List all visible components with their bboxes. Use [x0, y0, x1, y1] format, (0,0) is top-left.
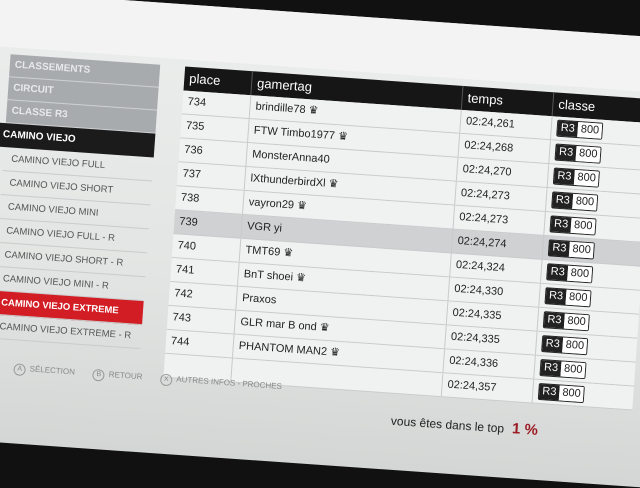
pi-value: 800 [577, 122, 603, 139]
class-badge: R3 800 [547, 239, 596, 260]
gamertag: vayron29 [248, 196, 295, 212]
pi-value: 800 [570, 217, 596, 235]
leaderboard-nav: CLASSEMENTS CIRCUIT CLASSE R3 CAMINO VIEJO C… [0, 54, 161, 350]
class-letter: R3 [540, 360, 562, 377]
class-badge: R3 800 [552, 167, 601, 188]
leaderboard-table: place gamertag temps classe 734 brindill… [163, 66, 640, 411]
hint-label: RETOUR [108, 369, 143, 382]
class-letter: R3 [542, 336, 564, 353]
gamertag: FTW Timbo1977 [253, 124, 336, 143]
place-cell: 738 [175, 186, 245, 214]
hint-b[interactable]: B RETOUR [92, 368, 143, 384]
class-badge: R3 800 [537, 382, 586, 404]
pi-value: 800 [575, 145, 601, 163]
gamertag: MonsterAnna40 [251, 148, 331, 166]
class-badge: R3 800 [554, 143, 603, 164]
place-cell: 736 [178, 138, 248, 167]
class-badge: R3 800 [546, 263, 594, 284]
crown-icon: ♛ [295, 271, 307, 285]
pi-value: 800 [572, 193, 598, 211]
crown-icon: ♛ [308, 104, 319, 117]
crown-icon: ♛ [328, 177, 339, 191]
class-letter: R3 [557, 120, 579, 138]
controller-button-icon: X [159, 373, 173, 387]
gamertag: BnT shoei [243, 268, 294, 284]
place-cell: 737 [176, 162, 247, 190]
place-cell: 735 [180, 114, 250, 143]
class-badge: R3 800 [539, 359, 587, 380]
pi-value: 800 [567, 265, 593, 283]
class-letter: R3 [555, 144, 577, 161]
gamertag: Praxos [241, 292, 277, 307]
pi-value: 800 [563, 313, 590, 331]
place-cell: 734 [181, 90, 252, 119]
controller-button-icon: B [92, 368, 106, 382]
crown-icon: ♛ [296, 199, 308, 213]
pi-value: 800 [558, 385, 585, 403]
class-letter: R3 [548, 240, 570, 257]
gamertag: lXthunderbirdXl [250, 172, 326, 190]
class-letter: R3 [553, 168, 575, 185]
class-badge: R3 800 [542, 311, 591, 332]
top-percent: vous êtes dans le top 1 % [390, 412, 538, 439]
time-cell: 02:24,357 [441, 373, 535, 403]
class-letter: R3 [538, 384, 560, 401]
place-cell: 744 [165, 329, 235, 358]
class-letter: R3 [550, 216, 572, 233]
class-badge: R3 800 [544, 287, 592, 308]
pi-value: 800 [562, 337, 588, 355]
crown-icon: ♛ [319, 321, 331, 335]
class-letter: R3 [552, 192, 574, 209]
place-cell: 741 [170, 258, 240, 286]
place-cell: 743 [166, 305, 237, 334]
place-cell: 740 [171, 234, 242, 262]
pi-value: 800 [568, 241, 595, 259]
crown-icon: ♛ [329, 346, 341, 359]
class-letter: R3 [547, 264, 569, 281]
class-badge: R3 800 [541, 335, 589, 356]
pi-value: 800 [573, 169, 600, 187]
hint-label: SÉLECTION [29, 364, 76, 377]
gamertag: PHANTOM MAN2 [238, 339, 328, 359]
gamertag: TMT69 [245, 244, 281, 259]
top-label: vous êtes dans le top [390, 413, 505, 436]
class-badge: R3 800 [556, 119, 604, 140]
gamertag: GLR mar B ond [240, 315, 318, 334]
top-value: 1 % [511, 420, 539, 439]
pi-value: 800 [565, 289, 591, 307]
class-letter: R3 [543, 312, 565, 329]
place-cell: 739 [173, 210, 243, 238]
class-letter: R3 [545, 288, 567, 305]
gamertag: VGR yi [246, 220, 283, 235]
gamertag: brindille78 [255, 100, 306, 116]
place-cell: 742 [168, 281, 238, 310]
pi-value: 800 [560, 361, 586, 379]
class-badge: R3 800 [551, 191, 599, 212]
crown-icon: ♛ [282, 246, 294, 260]
controller-button-icon: A [13, 363, 27, 377]
class-badge: R3 800 [549, 215, 597, 236]
hint-a[interactable]: A SÉLECTION [13, 363, 75, 379]
crown-icon: ♛ [337, 130, 349, 144]
